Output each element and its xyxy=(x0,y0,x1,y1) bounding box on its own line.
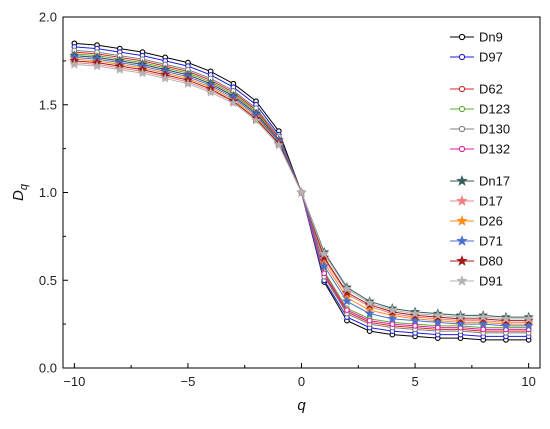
legend-item-d97: D97 xyxy=(450,50,503,65)
legend-item-d80: D80 xyxy=(450,254,503,269)
data-point-d91 xyxy=(228,97,239,108)
axis-ticks: −10 −5 0 5 10 0.0 0.5 1.0 1.5 2.0 xyxy=(39,10,536,390)
legend-label-d62: D62 xyxy=(479,82,503,97)
legend-marker-d132 xyxy=(458,145,466,153)
legend-label-dn17: Dn17 xyxy=(479,174,510,189)
legend-label-d123: D123 xyxy=(479,102,510,117)
legend-marker-d123 xyxy=(458,105,466,113)
legend-marker-d91 xyxy=(456,274,468,286)
data-point-d132 xyxy=(366,317,373,324)
series-line-dn17 xyxy=(74,55,529,318)
legend-item-d123: D123 xyxy=(450,102,510,117)
data-point-d71 xyxy=(319,260,330,271)
data-point-d71 xyxy=(364,308,375,318)
y-axis-title: Dq xyxy=(10,183,30,201)
legend-label-d97: D97 xyxy=(479,50,503,65)
data-point-d132 xyxy=(434,324,441,331)
legend-item-dn9: Dn9 xyxy=(450,30,503,45)
data-point-d71 xyxy=(478,318,489,329)
legend-item-d26: D26 xyxy=(450,214,503,229)
legend-label-d26: D26 xyxy=(479,214,503,229)
data-point-d91 xyxy=(387,304,398,315)
data-point-d71 xyxy=(341,295,353,306)
data-point-d91 xyxy=(69,59,80,69)
legend-label-d17: D17 xyxy=(479,194,503,209)
legend-item-d91: D91 xyxy=(450,274,503,289)
legend-marker-d62 xyxy=(458,85,466,93)
data-point-d80 xyxy=(319,252,330,262)
data-point-d91 xyxy=(478,311,489,322)
data-point-d91 xyxy=(500,313,512,324)
data-point-d132 xyxy=(412,323,418,329)
plot-marks xyxy=(69,40,534,343)
data-point-d91 xyxy=(182,78,194,89)
data-point-d71 xyxy=(455,318,466,329)
y-axis-title-main: D xyxy=(10,190,27,201)
data-point-d71 xyxy=(523,320,534,331)
legend-item-d130: D130 xyxy=(450,122,510,137)
data-point-d91 xyxy=(205,87,216,97)
data-point-d91 xyxy=(432,309,443,320)
x-tick-label: −10 xyxy=(63,374,85,389)
data-point-d91 xyxy=(250,115,262,125)
legend-label-dn9: Dn9 xyxy=(479,30,503,45)
legend-marker-d17 xyxy=(456,194,468,206)
legend-item-d71: D71 xyxy=(450,234,503,249)
legend-marker-d80 xyxy=(456,254,468,266)
data-point-d91 xyxy=(319,248,330,259)
x-tick-label: 5 xyxy=(411,374,418,389)
data-point-d91 xyxy=(364,297,375,308)
legend-label-d71: D71 xyxy=(479,234,503,249)
x-tick-label: −5 xyxy=(181,374,196,389)
data-point-d91 xyxy=(160,73,171,83)
data-point-d132 xyxy=(321,270,328,277)
legend-item-d62: D62 xyxy=(450,82,503,97)
data-point-d132 xyxy=(389,321,396,327)
data-point-d71 xyxy=(387,313,398,324)
legend-label-d132: D132 xyxy=(479,142,510,157)
data-point-d91 xyxy=(341,283,353,294)
data-point-d71 xyxy=(500,320,512,331)
data-point-d91 xyxy=(114,64,125,74)
data-point-d132 xyxy=(480,326,487,333)
series-d91 xyxy=(69,59,534,324)
legend-item-dn17: Dn17 xyxy=(450,174,510,189)
legend-marker-dn9 xyxy=(458,33,466,41)
y-axis-title-sub: q xyxy=(18,183,30,190)
x-axis-title: q xyxy=(297,397,306,414)
data-point-d91 xyxy=(137,67,148,78)
y-tick-label: 0.5 xyxy=(39,273,57,288)
data-point-d91 xyxy=(296,187,307,197)
data-point-d71 xyxy=(409,315,421,325)
data-point-d132 xyxy=(344,307,350,313)
x-tick-label: 0 xyxy=(298,374,305,389)
data-point-d91 xyxy=(523,313,534,324)
legend-marker-dn17 xyxy=(456,174,468,186)
legend-item-d17: D17 xyxy=(450,194,503,209)
legend: Dn9 D97 D62 D123 D130 D132 Dn17 D17 D26 D71 D80 D91 xyxy=(450,30,510,289)
legend-marker-d130 xyxy=(458,125,466,133)
data-point-d91 xyxy=(455,311,466,322)
legend-item-d132: D132 xyxy=(450,142,510,157)
y-tick-label: 1.0 xyxy=(39,185,57,200)
legend-marker-d97 xyxy=(458,53,466,61)
data-point-d91 xyxy=(91,60,103,71)
y-tick-label: 0.0 xyxy=(39,361,57,376)
y-tick-label: 2.0 xyxy=(39,10,57,25)
legend-marker-d71 xyxy=(456,234,468,246)
legend-label-d91: D91 xyxy=(479,274,503,289)
legend-label-d130: D130 xyxy=(479,122,510,137)
data-point-d91 xyxy=(273,139,284,150)
legend-marker-d26 xyxy=(456,214,468,226)
x-tick-label: 10 xyxy=(521,374,535,389)
y-tick-label: 1.5 xyxy=(39,97,57,112)
data-point-d71 xyxy=(432,316,443,327)
legend-label-d80: D80 xyxy=(479,254,503,269)
data-point-d91 xyxy=(409,308,421,318)
